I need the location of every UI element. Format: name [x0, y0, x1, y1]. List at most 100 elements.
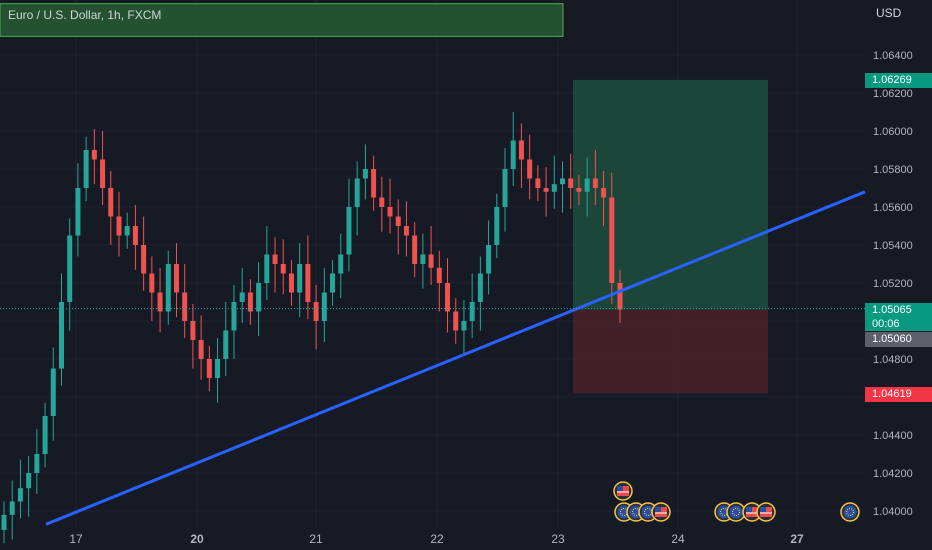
candle-down [428, 254, 434, 268]
candle-down [453, 311, 459, 331]
candle-down [157, 292, 163, 312]
candle-up [362, 169, 368, 179]
candle-down [379, 197, 385, 207]
candle-up [26, 473, 32, 489]
flag-canton [746, 507, 752, 512]
candle-down [543, 188, 549, 192]
stop-zone[interactable] [573, 309, 768, 394]
price-axis[interactable]: 1.06400 1.06200 1.06000 1.05800 1.05600 1.054… [873, 50, 913, 518]
candle-up [420, 254, 426, 264]
candle-down [518, 140, 524, 160]
candle-up [461, 321, 467, 331]
candle-down [247, 292, 253, 312]
candle-down [288, 273, 294, 293]
candle-down [280, 264, 286, 274]
candle-down [182, 292, 188, 321]
candle-up [354, 178, 360, 207]
candle-up [50, 368, 56, 416]
price-tick-label: 1.05200 [873, 278, 913, 290]
us-flag-icon[interactable] [756, 502, 776, 522]
candle-up [42, 416, 48, 454]
stop-price-tag: 1.04619 [865, 387, 932, 402]
candle-down [412, 235, 418, 264]
time-tick-label: 23 [551, 532, 565, 546]
candle-down [535, 178, 541, 188]
candle-up [231, 302, 237, 331]
price-tick-label: 1.04400 [873, 430, 913, 442]
symbol-title[interactable]: Euro / U.S. Dollar, 1h, FXCM [8, 8, 162, 22]
candle-down [190, 321, 196, 340]
price-tick-label: 1.05400 [873, 240, 913, 252]
candle-up [1, 514, 7, 530]
candle-up [469, 302, 475, 321]
candle-up [321, 292, 327, 321]
candle-down [387, 207, 393, 217]
time-tick-label: 24 [671, 532, 685, 546]
last-price-tag: 1.05065 00:06 [865, 303, 932, 331]
candle-up [551, 184, 557, 192]
candles [1, 112, 623, 544]
flag-stars [732, 508, 740, 516]
trendline[interactable] [45, 190, 866, 526]
flag-field [843, 505, 857, 519]
time-tick-label: 20 [190, 532, 204, 546]
candle-up [502, 169, 508, 207]
candle-down [592, 178, 598, 188]
us-flag-icon[interactable] [613, 481, 633, 501]
flag-canton [655, 507, 661, 512]
candle-up [510, 140, 516, 169]
candle-down [395, 216, 401, 226]
candle-down [305, 264, 311, 302]
flag-field [641, 505, 655, 519]
candle-up [83, 150, 89, 188]
flag-canton [617, 486, 623, 491]
time-tick-label: 22 [430, 532, 444, 546]
candle-down [601, 188, 607, 198]
candle-up [239, 292, 245, 302]
candle-up [477, 273, 483, 302]
candle-up [330, 273, 336, 293]
time-axis[interactable]: 17 20 21 22 23 24 27 [69, 532, 804, 546]
us-flag-icon[interactable] [651, 502, 671, 522]
supply-zone-rectangle[interactable] [0, 3, 564, 37]
eu-flag-icon[interactable] [840, 502, 860, 522]
candle-up [560, 178, 566, 185]
candle-down [206, 359, 212, 378]
bar-countdown: 00:06 [872, 318, 900, 330]
candle-up [264, 254, 270, 283]
candle-down [568, 178, 574, 188]
candle-up [58, 302, 64, 369]
target-price-tag: 1.06269 [865, 73, 932, 88]
candle-up [75, 188, 81, 236]
candle-up [338, 254, 344, 274]
economic-events[interactable] [613, 481, 860, 522]
price-tick-label: 1.05800 [873, 164, 913, 176]
candle-down [100, 159, 106, 188]
candle-down [132, 226, 138, 245]
candle-up [486, 245, 492, 274]
candle-up [67, 235, 73, 302]
candle-down [527, 159, 533, 179]
eu-flag-icon[interactable] [726, 502, 746, 522]
flag-stars [846, 508, 854, 516]
candle-up [223, 330, 229, 359]
flag-canton [760, 507, 766, 512]
candle-up [124, 226, 130, 236]
stop-price-value: 1.04619 [872, 388, 912, 400]
time-tick-label: 17 [69, 532, 83, 546]
entry-price-tag: 1.05060 [865, 332, 932, 347]
candle-up [34, 454, 40, 473]
candle-down [403, 226, 409, 236]
candle-down [149, 273, 155, 293]
candle-up [494, 207, 500, 245]
price-tick-label: 1.06400 [873, 50, 913, 62]
candle-down [272, 254, 278, 264]
candle-up [256, 283, 262, 312]
price-tick-label: 1.04000 [873, 506, 913, 518]
entry-price-value: 1.05060 [872, 333, 912, 345]
candle-up [17, 488, 23, 502]
candle-down [198, 340, 204, 359]
target-price-value: 1.06269 [872, 74, 912, 86]
